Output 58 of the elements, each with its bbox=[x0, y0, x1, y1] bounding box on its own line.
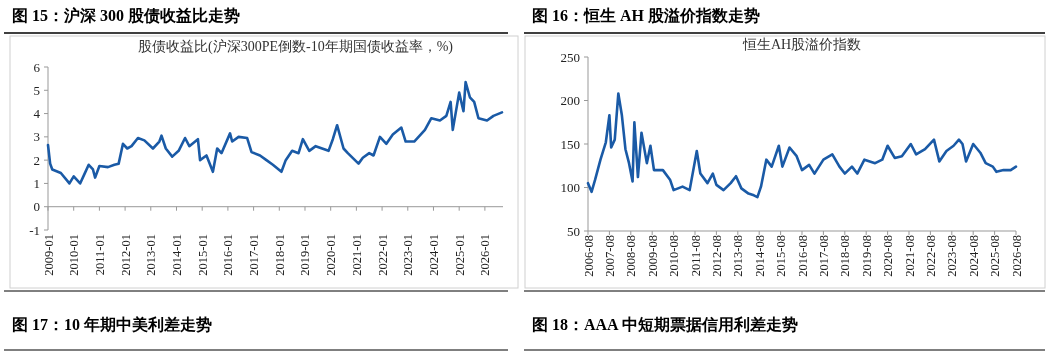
y-tick-label: -1 bbox=[29, 222, 40, 238]
x-tick-label: 2022-01 bbox=[375, 234, 390, 276]
y-tick-label: 50 bbox=[567, 223, 580, 239]
x-tick-label: 2026-08 bbox=[1009, 235, 1024, 277]
x-tick-label: 2020-08 bbox=[881, 235, 896, 277]
y-tick-label: 250 bbox=[560, 49, 580, 65]
caption: 图 18：AAA 中短期票据信用利差走势 bbox=[532, 316, 798, 333]
x-tick-label: 2012-08 bbox=[709, 235, 724, 277]
x-tick-label: 2019-01 bbox=[298, 234, 313, 276]
x-tick-label: 2012-01 bbox=[118, 234, 133, 276]
chart-title: 图 15：沪深 300 股债收益比走势 bbox=[12, 6, 240, 24]
x-tick-label: 2021-01 bbox=[349, 234, 364, 276]
x-tick-label: 2022-08 bbox=[923, 235, 938, 277]
chart-subtitle: 股债收益比(沪深300PE倒数-10年期国债收益率，%) bbox=[138, 39, 454, 55]
x-tick-label: 2008-08 bbox=[624, 235, 639, 277]
x-tick-label: 2014-01 bbox=[169, 234, 184, 276]
y-tick-label: 2 bbox=[33, 152, 40, 168]
x-tick-label: 2024-01 bbox=[426, 234, 441, 276]
caption: 图 17：10 年期中美利差走势 bbox=[12, 315, 212, 333]
x-tick-label: 2026-01 bbox=[478, 234, 493, 276]
x-tick-label: 2006-08 bbox=[581, 235, 596, 277]
x-tick-label: 2018-01 bbox=[272, 234, 287, 276]
x-tick-label: 2025-01 bbox=[452, 234, 467, 276]
x-tick-label: 2023-01 bbox=[401, 234, 416, 276]
x-tick-label: 2023-08 bbox=[945, 235, 960, 277]
x-tick-label: 2009-01 bbox=[41, 234, 56, 276]
x-tick-label: 2025-08 bbox=[988, 235, 1003, 277]
y-tick-label: 200 bbox=[560, 93, 580, 108]
x-tick-label: 2020-01 bbox=[324, 234, 339, 276]
x-tick-label: 2024-08 bbox=[966, 235, 981, 277]
x-tick-label: 2016-08 bbox=[795, 235, 810, 277]
y-tick-label: 4 bbox=[33, 106, 41, 122]
x-tick-label: 2014-08 bbox=[752, 235, 767, 277]
x-tick-label: 2013-01 bbox=[144, 234, 159, 276]
x-tick-label: 2010-08 bbox=[667, 235, 682, 277]
x-tick-label: 2010-01 bbox=[67, 234, 82, 276]
y-tick-label: 100 bbox=[560, 180, 580, 195]
x-tick-label: 2019-08 bbox=[859, 235, 874, 277]
y-tick-label: 150 bbox=[560, 136, 580, 152]
x-tick-label: 2009-08 bbox=[645, 235, 660, 277]
chart-subtitle: 恒生AH股溢价指数 bbox=[741, 37, 862, 52]
x-tick-label: 2011-08 bbox=[688, 235, 703, 277]
x-tick-label: 2017-01 bbox=[247, 234, 262, 276]
x-tick-label: 2007-08 bbox=[602, 235, 617, 277]
x-tick-label: 2015-08 bbox=[774, 235, 789, 277]
y-tick-label: 1 bbox=[33, 175, 40, 191]
x-tick-label: 2017-08 bbox=[816, 235, 831, 277]
y-tick-label: 3 bbox=[33, 129, 40, 145]
y-tick-label: 6 bbox=[33, 59, 41, 75]
x-tick-label: 2018-08 bbox=[838, 235, 853, 277]
chart-title: 图 16：恒生 AH 股溢价指数走势 bbox=[532, 7, 760, 24]
x-tick-label: 2016-01 bbox=[221, 234, 236, 276]
x-tick-label: 2021-08 bbox=[902, 235, 917, 277]
y-tick-label: 0 bbox=[33, 199, 40, 215]
x-tick-label: 2011-01 bbox=[92, 234, 107, 276]
y-tick-label: 5 bbox=[33, 82, 40, 98]
x-tick-label: 2013-08 bbox=[731, 235, 746, 277]
x-tick-label: 2015-01 bbox=[195, 234, 210, 276]
